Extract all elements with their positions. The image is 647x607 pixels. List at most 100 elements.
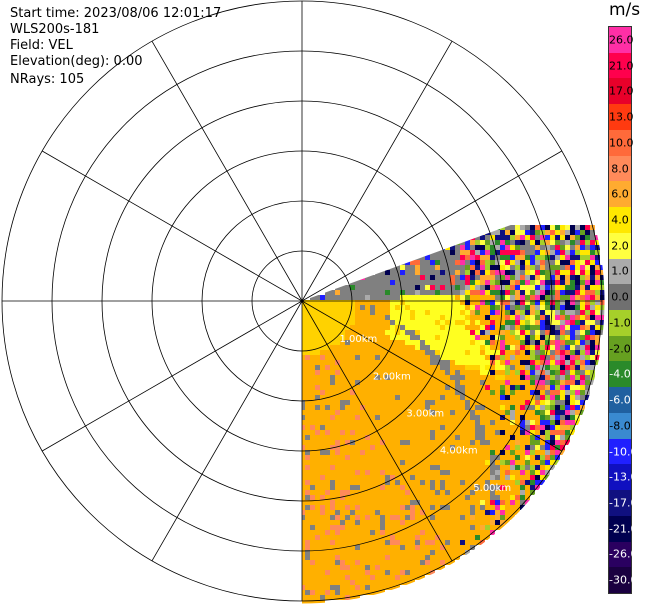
- velocity-cell: [400, 480, 405, 485]
- velocity-cell: [515, 460, 520, 465]
- velocity-cell: [345, 570, 350, 575]
- velocity-cell: [335, 460, 340, 465]
- velocity-cell: [415, 500, 420, 505]
- velocity-cell: [325, 435, 330, 440]
- velocity-cell: [420, 275, 425, 280]
- velocity-cell: [465, 260, 470, 265]
- velocity-cell: [460, 250, 465, 255]
- velocity-cell: [302, 410, 305, 415]
- velocity-cell: [325, 375, 330, 380]
- velocity-cell: [415, 445, 420, 450]
- velocity-cell: [305, 430, 310, 435]
- velocity-cell: [480, 270, 485, 275]
- velocity-cell: [305, 305, 310, 310]
- velocity-cell: [435, 255, 440, 260]
- velocity-cell: [445, 545, 450, 550]
- velocity-cell: [310, 330, 315, 335]
- velocity-cell: [360, 430, 365, 435]
- velocity-cell: [315, 400, 320, 405]
- velocity-cell: [495, 500, 500, 505]
- velocity-cell: [540, 365, 545, 370]
- velocity-cell: [315, 510, 320, 515]
- velocity-cell: [500, 320, 505, 325]
- velocity-cell: [370, 455, 375, 460]
- velocity-cell: [525, 365, 530, 370]
- velocity-cell: [455, 290, 460, 295]
- velocity-cell: [445, 470, 450, 475]
- velocity-cell: [302, 380, 305, 385]
- velocity-cell: [330, 385, 335, 390]
- velocity-cell: [525, 370, 530, 375]
- velocity-cell: [510, 345, 515, 350]
- velocity-cell: [390, 445, 395, 450]
- velocity-cell: [390, 365, 395, 370]
- velocity-cell: [475, 385, 480, 390]
- velocity-cell: [490, 520, 495, 525]
- velocity-cell: [335, 515, 340, 520]
- velocity-cell: [470, 345, 475, 350]
- velocity-cell: [420, 440, 425, 445]
- velocity-cell: [535, 485, 540, 490]
- velocity-cell: [540, 325, 545, 330]
- velocity-cell: [470, 455, 475, 460]
- velocity-cell: [395, 265, 400, 270]
- velocity-cell: [400, 270, 405, 275]
- velocity-cell: [445, 455, 450, 460]
- velocity-cell: [480, 495, 485, 500]
- velocity-cell: [302, 350, 305, 355]
- velocity-cell: [405, 415, 410, 420]
- velocity-cell: [540, 300, 545, 305]
- velocity-cell: [590, 365, 595, 370]
- velocity-cell: [440, 360, 445, 365]
- velocity-cell: [440, 495, 445, 500]
- velocity-cell: [435, 560, 440, 565]
- velocity-cell: [355, 460, 360, 465]
- velocity-cell: [375, 315, 380, 320]
- velocity-cell: [385, 475, 390, 480]
- velocity-cell: [320, 475, 325, 480]
- velocity-cell: [420, 335, 425, 340]
- velocity-cell: [525, 360, 530, 365]
- colorbar-tick-label: -1.0: [609, 316, 631, 330]
- velocity-cell: [425, 480, 430, 485]
- velocity-cell: [315, 465, 320, 470]
- velocity-cell: [305, 425, 310, 430]
- velocity-cell: [445, 475, 450, 480]
- velocity-cell: [340, 590, 345, 595]
- velocity-cell: [310, 345, 315, 350]
- velocity-cell: [415, 465, 420, 470]
- velocity-cell: [375, 445, 380, 450]
- velocity-cell: [400, 570, 405, 575]
- velocity-cell: [345, 370, 350, 375]
- velocity-cell: [460, 275, 465, 280]
- velocity-cell: [520, 280, 525, 285]
- velocity-cell: [550, 410, 555, 415]
- velocity-cell: [545, 295, 550, 300]
- velocity-cell: [425, 255, 430, 260]
- velocity-cell: [535, 395, 540, 400]
- velocity-cell: [305, 590, 310, 595]
- velocity-cell: [395, 385, 400, 390]
- velocity-cell: [575, 415, 580, 420]
- velocity-cell: [565, 235, 570, 240]
- velocity-cell: [585, 280, 590, 285]
- velocity-cell: [415, 405, 420, 410]
- velocity-cell: [385, 265, 390, 270]
- velocity-cell: [570, 355, 575, 360]
- velocity-cell: [455, 255, 460, 260]
- velocity-cell: [370, 490, 375, 495]
- velocity-cell: [490, 260, 495, 265]
- velocity-cell: [430, 530, 435, 535]
- velocity-cell: [535, 275, 540, 280]
- velocity-cell: [440, 565, 445, 570]
- velocity-cell: [535, 385, 540, 390]
- velocity-cell: [485, 415, 490, 420]
- velocity-cell: [325, 360, 330, 365]
- velocity-cell: [370, 290, 375, 295]
- velocity-cell: [370, 540, 375, 545]
- velocity-cell: [330, 455, 335, 460]
- velocity-cell: [525, 235, 530, 240]
- velocity-cell: [505, 280, 510, 285]
- velocity-cell: [400, 520, 405, 525]
- velocity-cell: [520, 475, 525, 480]
